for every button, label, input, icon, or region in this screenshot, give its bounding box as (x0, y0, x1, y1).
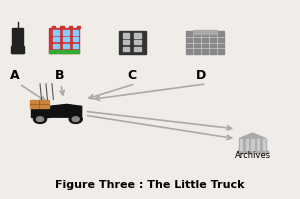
Bar (30, 100, 49, 108)
Bar (262, 139, 265, 149)
Text: B: B (55, 69, 64, 82)
Polygon shape (31, 108, 49, 117)
Bar (63, 44, 69, 48)
Bar (53, 37, 59, 41)
Polygon shape (239, 133, 266, 139)
Circle shape (34, 115, 46, 123)
Bar (134, 47, 141, 51)
Bar (246, 139, 248, 149)
Bar (53, 30, 59, 34)
Bar (238, 149, 267, 151)
Bar (257, 139, 259, 149)
Bar (123, 40, 130, 44)
Bar (194, 30, 217, 34)
Bar (63, 37, 69, 41)
Polygon shape (49, 104, 82, 117)
Bar (123, 47, 130, 51)
Bar (63, 30, 69, 34)
Bar (52, 26, 56, 28)
Bar (134, 33, 141, 38)
Bar (240, 139, 242, 149)
Bar (73, 37, 78, 41)
Bar (237, 151, 268, 153)
Bar (134, 40, 141, 44)
Bar (251, 139, 254, 149)
Bar (12, 28, 23, 53)
Bar (119, 31, 146, 54)
Bar (239, 139, 266, 149)
Text: Figure Three : The Little Truck: Figure Three : The Little Truck (55, 180, 245, 190)
Text: A: A (10, 69, 20, 82)
Bar (73, 30, 78, 34)
Bar (60, 26, 64, 28)
Bar (123, 33, 130, 38)
Circle shape (69, 115, 82, 123)
Text: Archives: Archives (235, 150, 271, 160)
Circle shape (72, 117, 79, 121)
Bar (49, 28, 79, 53)
Bar (11, 46, 24, 53)
Circle shape (37, 117, 44, 121)
Text: C: C (128, 69, 137, 82)
Bar (69, 26, 72, 28)
Bar (73, 44, 78, 48)
Text: D: D (195, 69, 206, 82)
Bar (186, 31, 224, 54)
Bar (49, 50, 79, 53)
Bar (77, 26, 80, 28)
Bar (53, 44, 59, 48)
